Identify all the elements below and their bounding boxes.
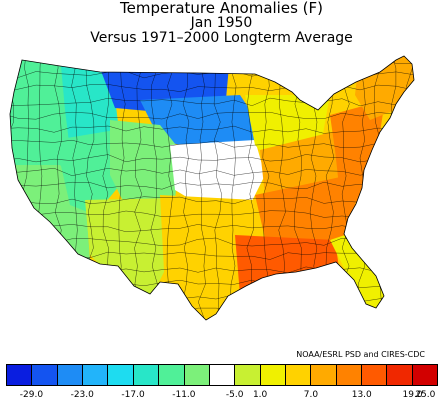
legend-swatch-hot-3: [412, 365, 438, 385]
legend-label: 7.0: [303, 390, 319, 400]
legend-swatch-very-cold-2: [32, 365, 58, 385]
legend-label: -17.0: [121, 390, 145, 400]
legend-label: -23.0: [70, 390, 94, 400]
region-florida: [330, 230, 388, 312]
color-legend: -29.0 -23.0 -17.0 -11.0 -5.0 1.0 7.0 13.0 19.0 25…: [6, 364, 438, 400]
division-line: [10, 154, 414, 163]
data-credit: NOAA/ESRL PSD and CIRES-CDC: [296, 350, 425, 359]
legend-swatch-warm-2: [311, 365, 337, 385]
legend-swatch-warm-3: [336, 365, 363, 385]
legend-label: -29.0: [19, 390, 44, 400]
legend-swatch-cold-3: [108, 365, 134, 385]
division-line: [230, 56, 237, 320]
division-line: [166, 56, 174, 320]
legend-label: -5.0: [225, 390, 244, 400]
division-line: [358, 56, 367, 320]
legend-swatch-neutral: [209, 365, 236, 385]
legend-label: 1.0: [252, 390, 268, 400]
region-central-rockies: [110, 120, 180, 205]
division-line: [10, 84, 414, 92]
division-line: [198, 56, 206, 320]
division-line: [10, 56, 414, 64]
region-central-plains: [170, 140, 265, 205]
legend-label: -11.0: [172, 390, 196, 400]
division-line: [261, 56, 270, 320]
legend-swatch-mild-2: [260, 365, 286, 385]
legend-swatch-cool-1: [133, 365, 160, 385]
division-line: [246, 56, 255, 320]
division-line: [10, 56, 15, 320]
division-line: [10, 140, 414, 148]
division-line: [0, 322, 432, 330]
legend-swatch-cool-2: [159, 365, 185, 385]
legend-swatch-cold-2: [83, 365, 109, 385]
title-block: Temperature Anomalies (F) Jan 1950 Versu…: [0, 0, 443, 46]
legend-label: 25.0: [415, 390, 436, 400]
county-lines-layer: [0, 50, 432, 330]
legend-swatch-cool-3: [184, 365, 210, 385]
legend-swatch-hot-1: [362, 365, 388, 385]
legend-bar: [6, 364, 438, 386]
map-period: Jan 1950: [190, 15, 253, 31]
division-line: [182, 56, 190, 320]
legend-label: 13.0: [351, 390, 372, 400]
division-line: [422, 50, 430, 320]
legend-swatch-warm-1: [285, 365, 312, 385]
legend-swatch-cold-1: [57, 365, 84, 385]
map-baseline: Versus 1971–2000 Longterm Average: [90, 30, 353, 46]
legend-swatch-hot-2: [387, 365, 413, 385]
map-title: Temperature Anomalies (F): [119, 0, 323, 17]
division-line: [134, 56, 142, 320]
division-line: [405, 56, 414, 320]
division-line: [213, 56, 223, 320]
region-upper-midwest: [140, 95, 260, 150]
legend-label: 19.0: [402, 390, 423, 400]
legend-swatch-mild-1: [235, 365, 261, 385]
region-mid-atlantic: [330, 100, 385, 205]
division-line: [10, 168, 414, 176]
division-line: [10, 112, 414, 120]
division-line: [10, 97, 414, 107]
division-line: [150, 56, 158, 320]
legend-swatch-very-cold-1: [7, 365, 33, 385]
us-outline: [9, 55, 415, 321]
division-line: [10, 182, 414, 190]
division-line: [10, 125, 414, 134]
